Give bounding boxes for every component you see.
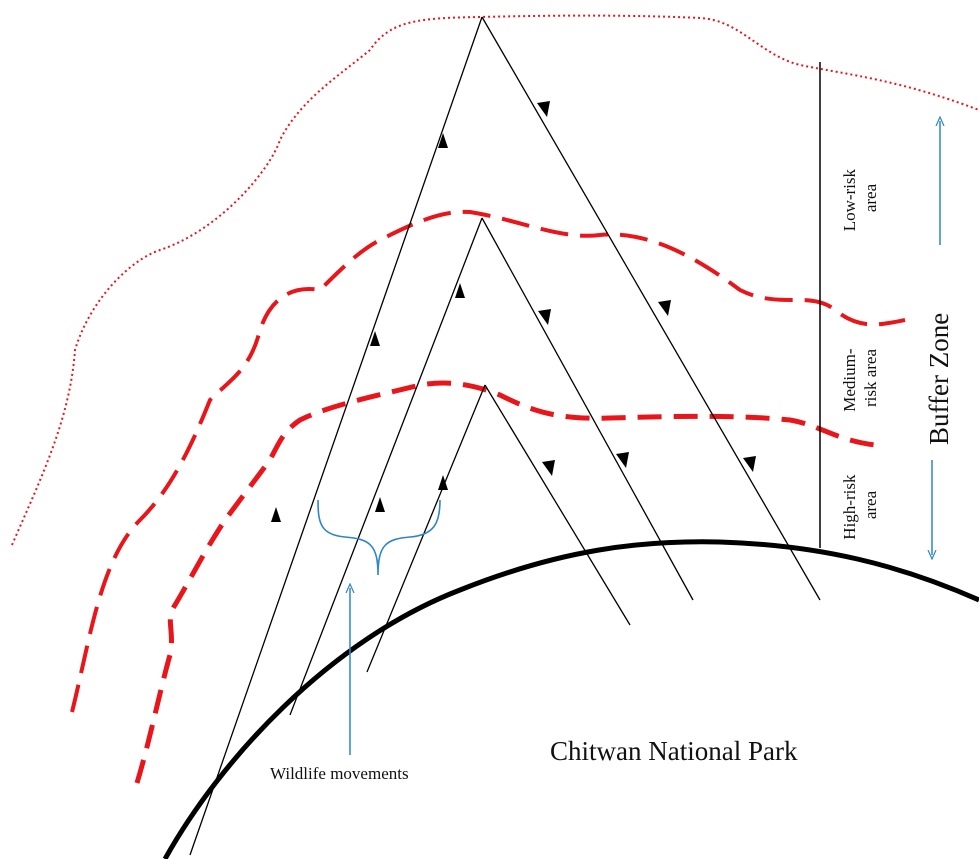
wildlife-movement-routes (189, 16, 821, 856)
arrow-head (658, 300, 671, 316)
arrow-head (370, 331, 380, 346)
wildlife-brace (317, 499, 441, 576)
national-park-boundary (162, 539, 979, 859)
arrow-head (455, 283, 465, 298)
high-risk-label: High-risk area (840, 470, 880, 539)
low-risk-label: Low-risk area (840, 165, 880, 232)
arrow-head (271, 507, 281, 522)
arrow-head (542, 460, 555, 476)
route-middle-up (289, 217, 483, 716)
medium-risk-boundary (70, 209, 906, 713)
arrow-head (537, 101, 550, 117)
route-outer-up (189, 16, 483, 856)
high-risk-boundary (134, 380, 876, 784)
arrow-head (743, 456, 756, 472)
route-middle-down (481, 217, 694, 601)
route-arrowheads (271, 101, 756, 522)
medium-risk-label: Medium- risk area (840, 344, 880, 412)
park-label: Chitwan National Park (550, 736, 798, 766)
arrow-head (538, 309, 551, 325)
buffer-zone-label: Buffer Zone (924, 313, 954, 445)
outer-buffer-boundary (11, 14, 979, 546)
arrow-head (616, 452, 629, 468)
route-inner-down (484, 384, 631, 626)
wildlife-label: Wildlife movements (270, 764, 409, 783)
arrow-head (438, 475, 448, 490)
arrow-head (375, 497, 385, 512)
route-outer-down (481, 16, 821, 601)
arrow-head (438, 133, 448, 148)
